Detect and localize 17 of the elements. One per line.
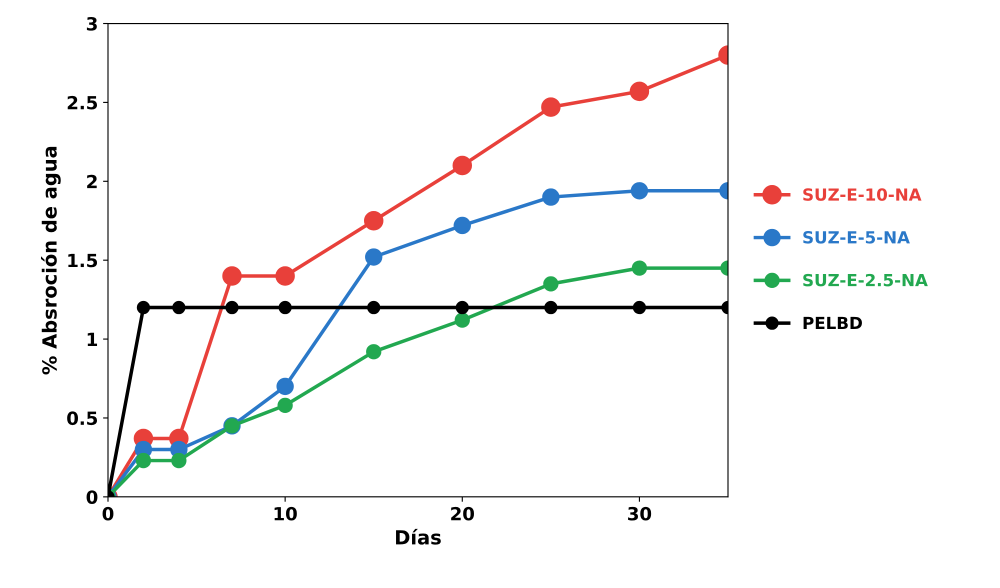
- x-tick-label: 10: [274, 506, 297, 521]
- y-tick-label: 2: [87, 174, 97, 188]
- y-tick-label: 3: [86, 16, 97, 31]
- x-tick-label: 0: [102, 506, 114, 521]
- x-axis-title: Días: [396, 528, 441, 545]
- y-tick-label: 2.5: [68, 96, 98, 110]
- legend-label: PELBD: [804, 316, 862, 329]
- y-tick-label: 1: [88, 332, 98, 346]
- legend-label: SUZ-E-2.5-NA: [803, 274, 928, 286]
- legend-label: SUZ-E-5-NA: [803, 231, 910, 244]
- y-tick-label: 1.5: [68, 254, 98, 268]
- y-tick-label: 0.5: [67, 411, 98, 426]
- y-axis-title: % Absroción de agua: [40, 146, 61, 374]
- legend-label: SUZ-E-10-NA: [803, 188, 922, 201]
- x-tick-label: 20: [451, 506, 474, 521]
- y-tick-label: 0: [86, 490, 98, 504]
- x-tick-label: 30: [628, 506, 652, 521]
